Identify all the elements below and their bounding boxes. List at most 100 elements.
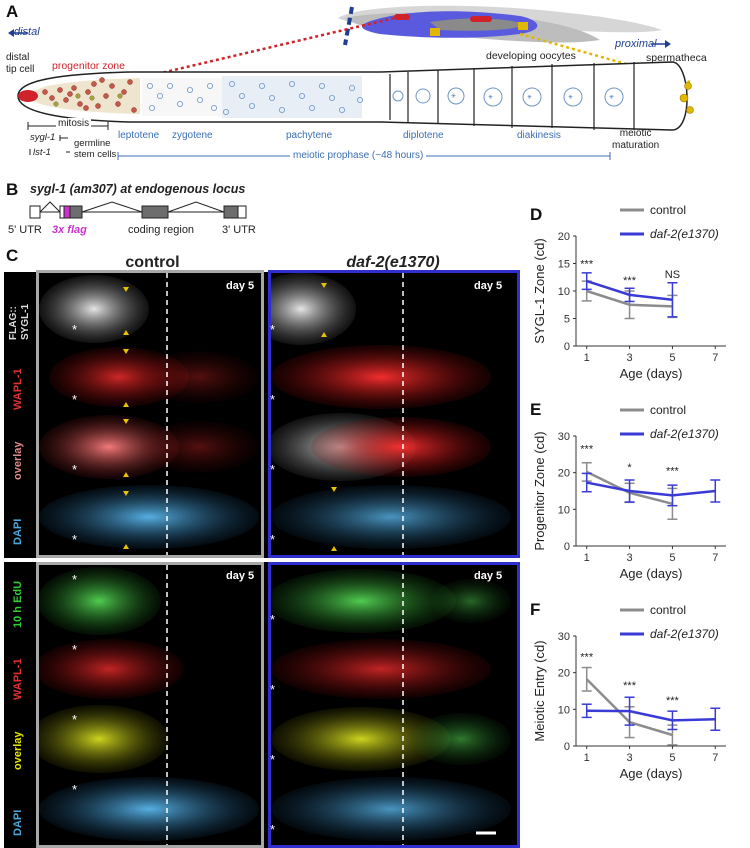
panel-e-letter: E [530, 400, 542, 419]
distal-arrow [8, 29, 28, 37]
y-tick-label: 10 [558, 704, 570, 716]
daf2-top-micrographs [271, 273, 511, 555]
distal-tip-cell-label: distal tip cell [6, 52, 35, 75]
y-tick-label: 0 [564, 541, 570, 553]
significance-label: * [627, 462, 632, 474]
control-column-header: control [125, 254, 180, 271]
chart-f: 0 10 20 30 1 3 5 7 Age (days) Meiotic Entry (cd) c… [532, 603, 726, 781]
x-tick-label: 7 [712, 352, 718, 364]
zygotene-label: zygotene [172, 130, 213, 141]
asterisk: * [270, 682, 276, 697]
control-top-micrographs [39, 273, 259, 555]
x-tick-label: 3 [627, 752, 633, 764]
chart-e: 0 10 20 30 1 3 5 7 Age (days) Progenitor Zone (cd… [532, 403, 726, 581]
asterisk: * [72, 642, 78, 657]
row-label-overlay-top: overlay [12, 441, 24, 480]
daf2-bottom-micrographs [271, 565, 511, 845]
x-tick-label: 5 [669, 752, 675, 764]
day-label-control-top: day 5 [226, 280, 255, 292]
x-tick-label: 1 [584, 752, 590, 764]
control-top-frame [36, 270, 264, 558]
asterisk: * [72, 322, 78, 337]
significance-label: *** [580, 652, 594, 664]
pachytene-label: pachytene [286, 130, 333, 141]
gene-model [29, 201, 247, 219]
asterisk: * [72, 782, 78, 797]
svg-text:✳: ✳ [609, 94, 614, 101]
y-axis-label: Meiotic Entry (cd) [532, 640, 547, 741]
meiotic-prophase-label: meiotic prophase (~48 hours) [290, 150, 427, 161]
y-tick-label: 15 [558, 259, 570, 271]
x-tick-label: 1 [584, 352, 590, 364]
row-label-flag-sygl1: FLAG:: SYGL-1 [8, 303, 31, 340]
meiotic-maturation-label: meiotic maturation [612, 128, 660, 151]
asterisk: * [270, 612, 276, 627]
germline-stem-cells-label: germline stem cells [74, 138, 117, 160]
leptotene-label: leptotene [118, 130, 160, 141]
row-label-dapi-top: DAPI [12, 518, 24, 545]
y-tick-label: 20 [558, 231, 570, 243]
control-bottom-frame [36, 562, 264, 848]
svg-text:✳: ✳ [568, 94, 573, 101]
panel-a-letter: A [6, 2, 19, 21]
series-line [586, 709, 716, 722]
x-tick-label: 5 [669, 552, 675, 564]
legend-label: daf-2(e1370) [650, 227, 719, 241]
lst1-label: lst-1 [33, 147, 51, 158]
day-label-daf2-top: day 5 [474, 280, 503, 292]
asterisk: * [72, 532, 78, 547]
y-tick-label: 30 [558, 431, 570, 443]
chromosome-dots: ✳ ✳ ✳ ✳ ✳ [451, 93, 614, 101]
day-label-control-bottom: day 5 [226, 570, 255, 582]
panel-d-letter: D [530, 205, 543, 224]
progenitor-zone-label: progenitor zone [52, 60, 125, 72]
legend-label: control [650, 203, 686, 217]
svg-text:✳: ✳ [527, 94, 532, 101]
y-tick-label: 10 [558, 504, 570, 516]
developing-oocytes-label: developing oocytes [486, 50, 576, 62]
distal-label: distal [14, 26, 40, 38]
spermatheca-label: spermatheca [646, 52, 707, 64]
significance-label: *** [580, 258, 594, 270]
y-tick-label: 30 [558, 631, 570, 643]
y-tick-label: 10 [558, 286, 570, 298]
y-tick-label: 0 [564, 741, 570, 753]
daf2-column-header: daf-2(e1370) [346, 254, 440, 271]
legend-label: daf-2(e1370) [650, 427, 719, 441]
x-axis-label: Age (days) [620, 566, 683, 581]
diplotene-label: diplotene [403, 130, 444, 141]
series-line [586, 481, 716, 497]
row-label-wapl1-top: WAPL-1 [12, 368, 24, 410]
panel-f-letter: F [530, 600, 541, 619]
gonad-diagram: ✳ ✳ ✳ ✳ ✳ [17, 61, 694, 131]
significance-label: *** [623, 275, 637, 287]
x-tick-label: 5 [669, 352, 675, 364]
x-tick-label: 7 [712, 752, 718, 764]
significance-label: *** [666, 695, 680, 707]
significance-label: NS [665, 269, 680, 281]
x-tick-label: 3 [627, 352, 633, 364]
y-tick-label: 20 [558, 668, 570, 680]
panel-b-title: sygl-1 (am307) at endogenous locus [30, 182, 246, 196]
significance-label: *** [666, 466, 680, 478]
asterisk: * [72, 572, 78, 587]
utr3-label: 3' UTR [222, 224, 256, 236]
panel-b-letter: B [6, 180, 19, 199]
significance-label: *** [580, 444, 594, 456]
asterisk: * [270, 462, 276, 477]
diakinesis-label: diakinesis [517, 130, 561, 141]
flag-label: 3x flag [52, 224, 87, 236]
legend-label: control [650, 603, 686, 617]
asterisk: * [72, 712, 78, 727]
flag-tag-box [63, 205, 71, 219]
x-axis-label: Age (days) [620, 366, 683, 381]
panel-c-letter: C [6, 246, 19, 265]
legend-label: control [650, 403, 686, 417]
utr5-label: 5' UTR [8, 224, 42, 236]
x-tick-label: 7 [712, 552, 718, 564]
sygl1-label: sygl-1 [30, 132, 56, 143]
worm-illustration [338, 5, 662, 46]
y-axis-label: SYGL-1 Zone (cd) [532, 238, 547, 344]
y-tick-label: 20 [558, 468, 570, 480]
row-label-edu: 10 h EdU [12, 580, 24, 628]
